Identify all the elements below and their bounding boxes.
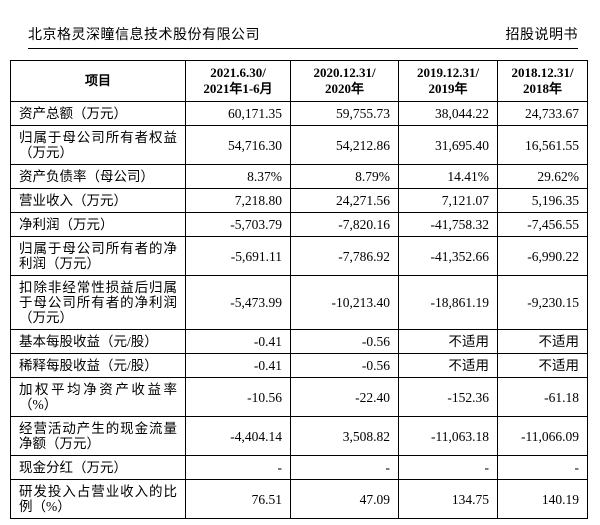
table-row: 营业收入（万元） 7,218.80 24,271.56 7,121.07 5,196.3… xyxy=(10,188,588,213)
row-value: 3,508.82 xyxy=(290,416,399,456)
table-row: 经营活动产生的现金流量净额（万元） -4,404.14 3,508.82 -11,06… xyxy=(10,416,588,456)
row-value: -5,473.99 xyxy=(185,275,291,330)
column-header-period: 2019.12.31/ 2019年 xyxy=(398,60,498,102)
column-header-period: 2021.6.30/ 2021年1-6月 xyxy=(185,60,291,102)
row-value: 不适用 xyxy=(497,353,588,378)
row-label: 归属于母公司所有者权益（万元） xyxy=(10,125,186,165)
row-label: 资产总额（万元） xyxy=(10,101,186,126)
row-value: -4,404.14 xyxy=(185,416,291,456)
row-value: -11,063.18 xyxy=(398,416,498,456)
row-value: -5,691.11 xyxy=(185,236,291,276)
row-value: -0.41 xyxy=(185,329,291,354)
row-label: 研发投入占营业收入的比例（%） xyxy=(10,479,186,519)
row-value: 29.62% xyxy=(497,164,588,189)
row-value: 不适用 xyxy=(398,353,498,378)
table-row: 稀释每股收益（元/股） -0.41 -0.56 不适用 不适用 xyxy=(10,353,588,378)
row-value: -61.18 xyxy=(497,377,588,417)
table-row: 研发投入占营业收入的比例（%） 76.51 47.09 134.75 140.19 xyxy=(10,479,588,519)
row-label: 归属于母公司所有者的净利润（万元） xyxy=(10,236,186,276)
row-value: 7,218.80 xyxy=(185,188,291,213)
document-type-label: 招股说明书 xyxy=(505,28,578,43)
row-value: -0.56 xyxy=(290,353,399,378)
row-value: 5,196.35 xyxy=(497,188,588,213)
row-value: 47.09 xyxy=(290,479,399,519)
row-value: -10,213.40 xyxy=(290,275,399,330)
row-value: -9,230.15 xyxy=(497,275,588,330)
row-value: 8.37% xyxy=(185,164,291,189)
row-value: -0.41 xyxy=(185,353,291,378)
row-value: -22.40 xyxy=(290,377,399,417)
row-label: 扣除非经常性损益后归属于母公司所有者的净利润（万元） xyxy=(10,275,186,330)
column-header-period: 2018.12.31/ 2018年 xyxy=(497,60,588,102)
row-value: 8.79% xyxy=(290,164,399,189)
row-value: -18,861.19 xyxy=(398,275,498,330)
row-value: 31,695.40 xyxy=(398,125,498,165)
row-value: -41,352.66 xyxy=(398,236,498,276)
row-label: 稀释每股收益（元/股） xyxy=(10,353,186,378)
row-value: - xyxy=(290,455,399,480)
table-row: 现金分红（万元） - - - - xyxy=(10,455,588,480)
row-value: 76.51 xyxy=(185,479,291,519)
row-value: 59,755.73 xyxy=(290,101,399,126)
row-value: - xyxy=(497,455,588,480)
row-value: -11,066.09 xyxy=(497,416,588,456)
row-value: 不适用 xyxy=(398,329,498,354)
row-value: 54,212.86 xyxy=(290,125,399,165)
row-value: -5,703.79 xyxy=(185,212,291,237)
company-name: 北京格灵深瞳信息技术股份有限公司 xyxy=(28,28,260,43)
row-value: -10.56 xyxy=(185,377,291,417)
row-value: -7,786.92 xyxy=(290,236,399,276)
row-label: 现金分红（万元） xyxy=(10,455,186,480)
row-value: -0.56 xyxy=(290,329,399,354)
row-value: 134.75 xyxy=(398,479,498,519)
table-row: 净利润（万元） -5,703.79 -7,820.16 -41,758.32 -7,45… xyxy=(10,212,588,237)
row-value: 16,561.55 xyxy=(497,125,588,165)
table-row: 加权平均净资产收益率（%） -10.56 -22.40 -152.36 -61.18 xyxy=(10,377,588,417)
row-value: 54,716.30 xyxy=(185,125,291,165)
row-label: 资产负债率（母公司） xyxy=(10,164,186,189)
column-header-period: 2020.12.31/ 2020年 xyxy=(290,60,399,102)
row-value: - xyxy=(398,455,498,480)
row-value: 60,171.35 xyxy=(185,101,291,126)
row-value: 24,271.56 xyxy=(290,188,399,213)
table-header-row: 项目 2021.6.30/ 2021年1-6月 2020.12.31/ 2020年 2… xyxy=(10,60,588,102)
table-row: 归属于母公司所有者权益（万元） 54,716.30 54,212.86 31,695.… xyxy=(10,125,588,165)
row-value: 24,733.67 xyxy=(497,101,588,126)
row-label: 经营活动产生的现金流量净额（万元） xyxy=(10,416,186,456)
row-label: 净利润（万元） xyxy=(10,212,186,237)
row-value: -7,820.16 xyxy=(290,212,399,237)
row-label: 加权平均净资产收益率（%） xyxy=(10,377,186,417)
row-value: - xyxy=(185,455,291,480)
row-value: 7,121.07 xyxy=(398,188,498,213)
table-row: 扣除非经常性损益后归属于母公司所有者的净利润（万元） -5,473.99 -10,2… xyxy=(10,275,588,330)
table-row: 归属于母公司所有者的净利润（万元） -5,691.11 -7,786.92 -41,3… xyxy=(10,236,588,276)
row-value: -6,990.22 xyxy=(497,236,588,276)
row-value: 140.19 xyxy=(497,479,588,519)
financial-summary-table: 项目 2021.6.30/ 2021年1-6月 2020.12.31/ 2020年 2… xyxy=(10,60,588,519)
table-row: 基本每股收益（元/股） -0.41 -0.56 不适用 不适用 xyxy=(10,329,588,354)
row-value: 不适用 xyxy=(497,329,588,354)
row-label: 营业收入（万元） xyxy=(10,188,186,213)
row-value: -41,758.32 xyxy=(398,212,498,237)
column-header-item: 项目 xyxy=(10,60,186,102)
row-value: 14.41% xyxy=(398,164,498,189)
row-value: -152.36 xyxy=(398,377,498,417)
table-row: 资产总额（万元） 60,171.35 59,755.73 38,044.22 24,73… xyxy=(10,101,588,126)
table-row: 资产负债率（母公司） 8.37% 8.79% 14.41% 29.62% xyxy=(10,164,588,189)
document-header: 北京格灵深瞳信息技术股份有限公司 招股说明书 xyxy=(28,24,578,49)
row-value: 38,044.22 xyxy=(398,101,498,126)
row-value: -7,456.55 xyxy=(497,212,588,237)
row-label: 基本每股收益（元/股） xyxy=(10,329,186,354)
